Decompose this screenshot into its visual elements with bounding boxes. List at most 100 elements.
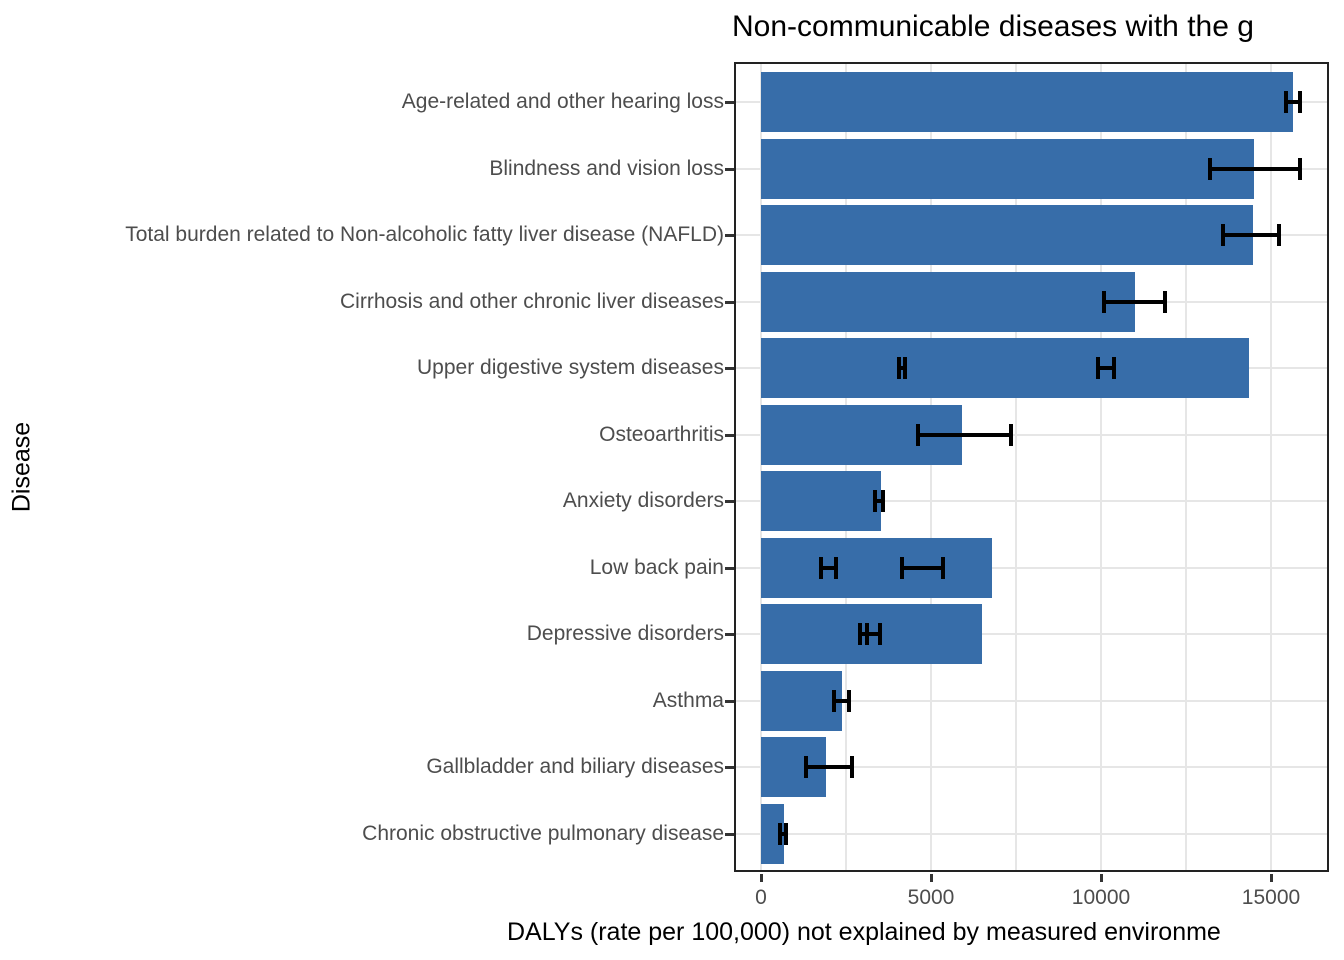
h-gridline (734, 500, 1329, 502)
error-bar (1208, 157, 1302, 180)
error-bar (897, 357, 907, 379)
y-tick (725, 633, 734, 636)
y-tick (725, 367, 734, 370)
h-gridline (734, 832, 1329, 835)
category-label: Anxiety disorders (562, 489, 724, 512)
error-bar-line (1095, 366, 1116, 370)
error-bar (916, 423, 1014, 446)
bar (761, 205, 1253, 265)
h-gridline (734, 766, 1329, 768)
error-bar-cap-right (1009, 423, 1014, 446)
error-bar-cap-left (777, 822, 782, 845)
category-label: Gallbladder and biliary diseases (426, 755, 724, 778)
y-tick (725, 433, 734, 437)
x-tick (760, 874, 763, 882)
error-bar (832, 689, 851, 712)
error-bar-line (832, 698, 851, 703)
error-bar-cap-right (880, 490, 885, 512)
error-bar (1283, 91, 1302, 113)
y-tick (725, 300, 734, 304)
error-bar (819, 556, 839, 579)
bar (761, 72, 1294, 132)
x-tick-label: 15000 (1241, 886, 1301, 909)
error-bar-cap-left (1101, 290, 1106, 313)
error-bar-line (865, 632, 882, 636)
error-bar (872, 490, 885, 512)
bar (761, 138, 1255, 199)
category-label: Chronic obstructive pulmonary disease (362, 821, 724, 845)
bar (761, 271, 1135, 332)
error-bar-cap-right (1297, 157, 1302, 180)
error-bar-cap-left (1095, 357, 1100, 379)
error-bar-line (872, 499, 885, 503)
y-tick (725, 832, 734, 836)
category-label: Upper digestive system diseases (417, 356, 724, 379)
bar (761, 670, 842, 731)
error-bar-cap-right (902, 357, 907, 379)
error-bar (777, 822, 789, 845)
error-bar-cap-right (849, 756, 854, 778)
bar (761, 537, 992, 598)
error-bar-line (819, 565, 839, 570)
h-gridline (734, 633, 1329, 635)
category-label: Blindness and vision loss (489, 156, 724, 180)
v-gridline-major (930, 62, 932, 872)
x-tick (1100, 874, 1103, 882)
error-bar-line (777, 831, 789, 836)
category-label: Depressive disorders (526, 622, 724, 645)
x-tick (1270, 874, 1273, 882)
error-bar-line (916, 432, 1014, 437)
error-bar-cap-right (1276, 224, 1281, 246)
y-tick (725, 699, 734, 703)
h-gridline (734, 699, 1329, 702)
error-bar-cap-right (877, 623, 882, 645)
error-bar-cap-right (940, 556, 945, 579)
y-tick (725, 766, 734, 769)
h-gridline (734, 566, 1329, 569)
error-bar-cap-left (900, 556, 905, 579)
error-bar-cap-right (1297, 91, 1302, 113)
v-gridline-minor (1015, 62, 1017, 872)
error-bar-line (1208, 166, 1302, 171)
error-bar (1095, 357, 1116, 379)
category-label: Asthma (652, 688, 724, 712)
error-bar-cap-left (832, 689, 837, 712)
error-bar (900, 556, 945, 579)
x-tick-label: 5000 (907, 886, 955, 909)
category-label: Age-related and other hearing loss (401, 90, 724, 113)
v-gridline-major (1270, 62, 1272, 872)
error-bar-line (1283, 100, 1302, 104)
error-bar-line (1101, 299, 1167, 304)
error-bar-cap-left (819, 556, 824, 579)
error-bar-cap-left (1221, 224, 1226, 246)
y-tick (725, 566, 734, 570)
bar (761, 803, 784, 864)
error-bar-cap-left (916, 423, 921, 446)
y-tick (725, 167, 734, 171)
error-bar (865, 623, 882, 645)
error-bar-cap-right (784, 822, 789, 845)
error-bar-cap-right (1162, 290, 1167, 313)
v-gridline-minor (845, 62, 847, 872)
y-tick (725, 500, 734, 503)
bar (761, 338, 1250, 398)
category-label: Low back pain (589, 555, 724, 579)
bar (761, 471, 881, 531)
category-label: Osteoarthritis (599, 422, 724, 446)
category-label: Cirrhosis and other chronic liver diseas… (340, 289, 724, 313)
error-bar-cap-left (897, 357, 901, 379)
error-bar-cap-right (834, 556, 839, 579)
y-tick (725, 101, 734, 104)
error-bar-line (900, 565, 945, 570)
v-gridline-major (1100, 62, 1102, 872)
error-bar-cap-right (1111, 357, 1116, 379)
x-tick (930, 874, 933, 882)
error-bar (1101, 290, 1167, 313)
x-tick-label: 10000 (1071, 886, 1131, 909)
x-tick-label: 0 (755, 886, 767, 909)
error-bar (804, 756, 854, 778)
plot-panel (734, 62, 1329, 872)
error-bar-line (1221, 233, 1281, 237)
error-bar-cap-left (857, 623, 862, 645)
